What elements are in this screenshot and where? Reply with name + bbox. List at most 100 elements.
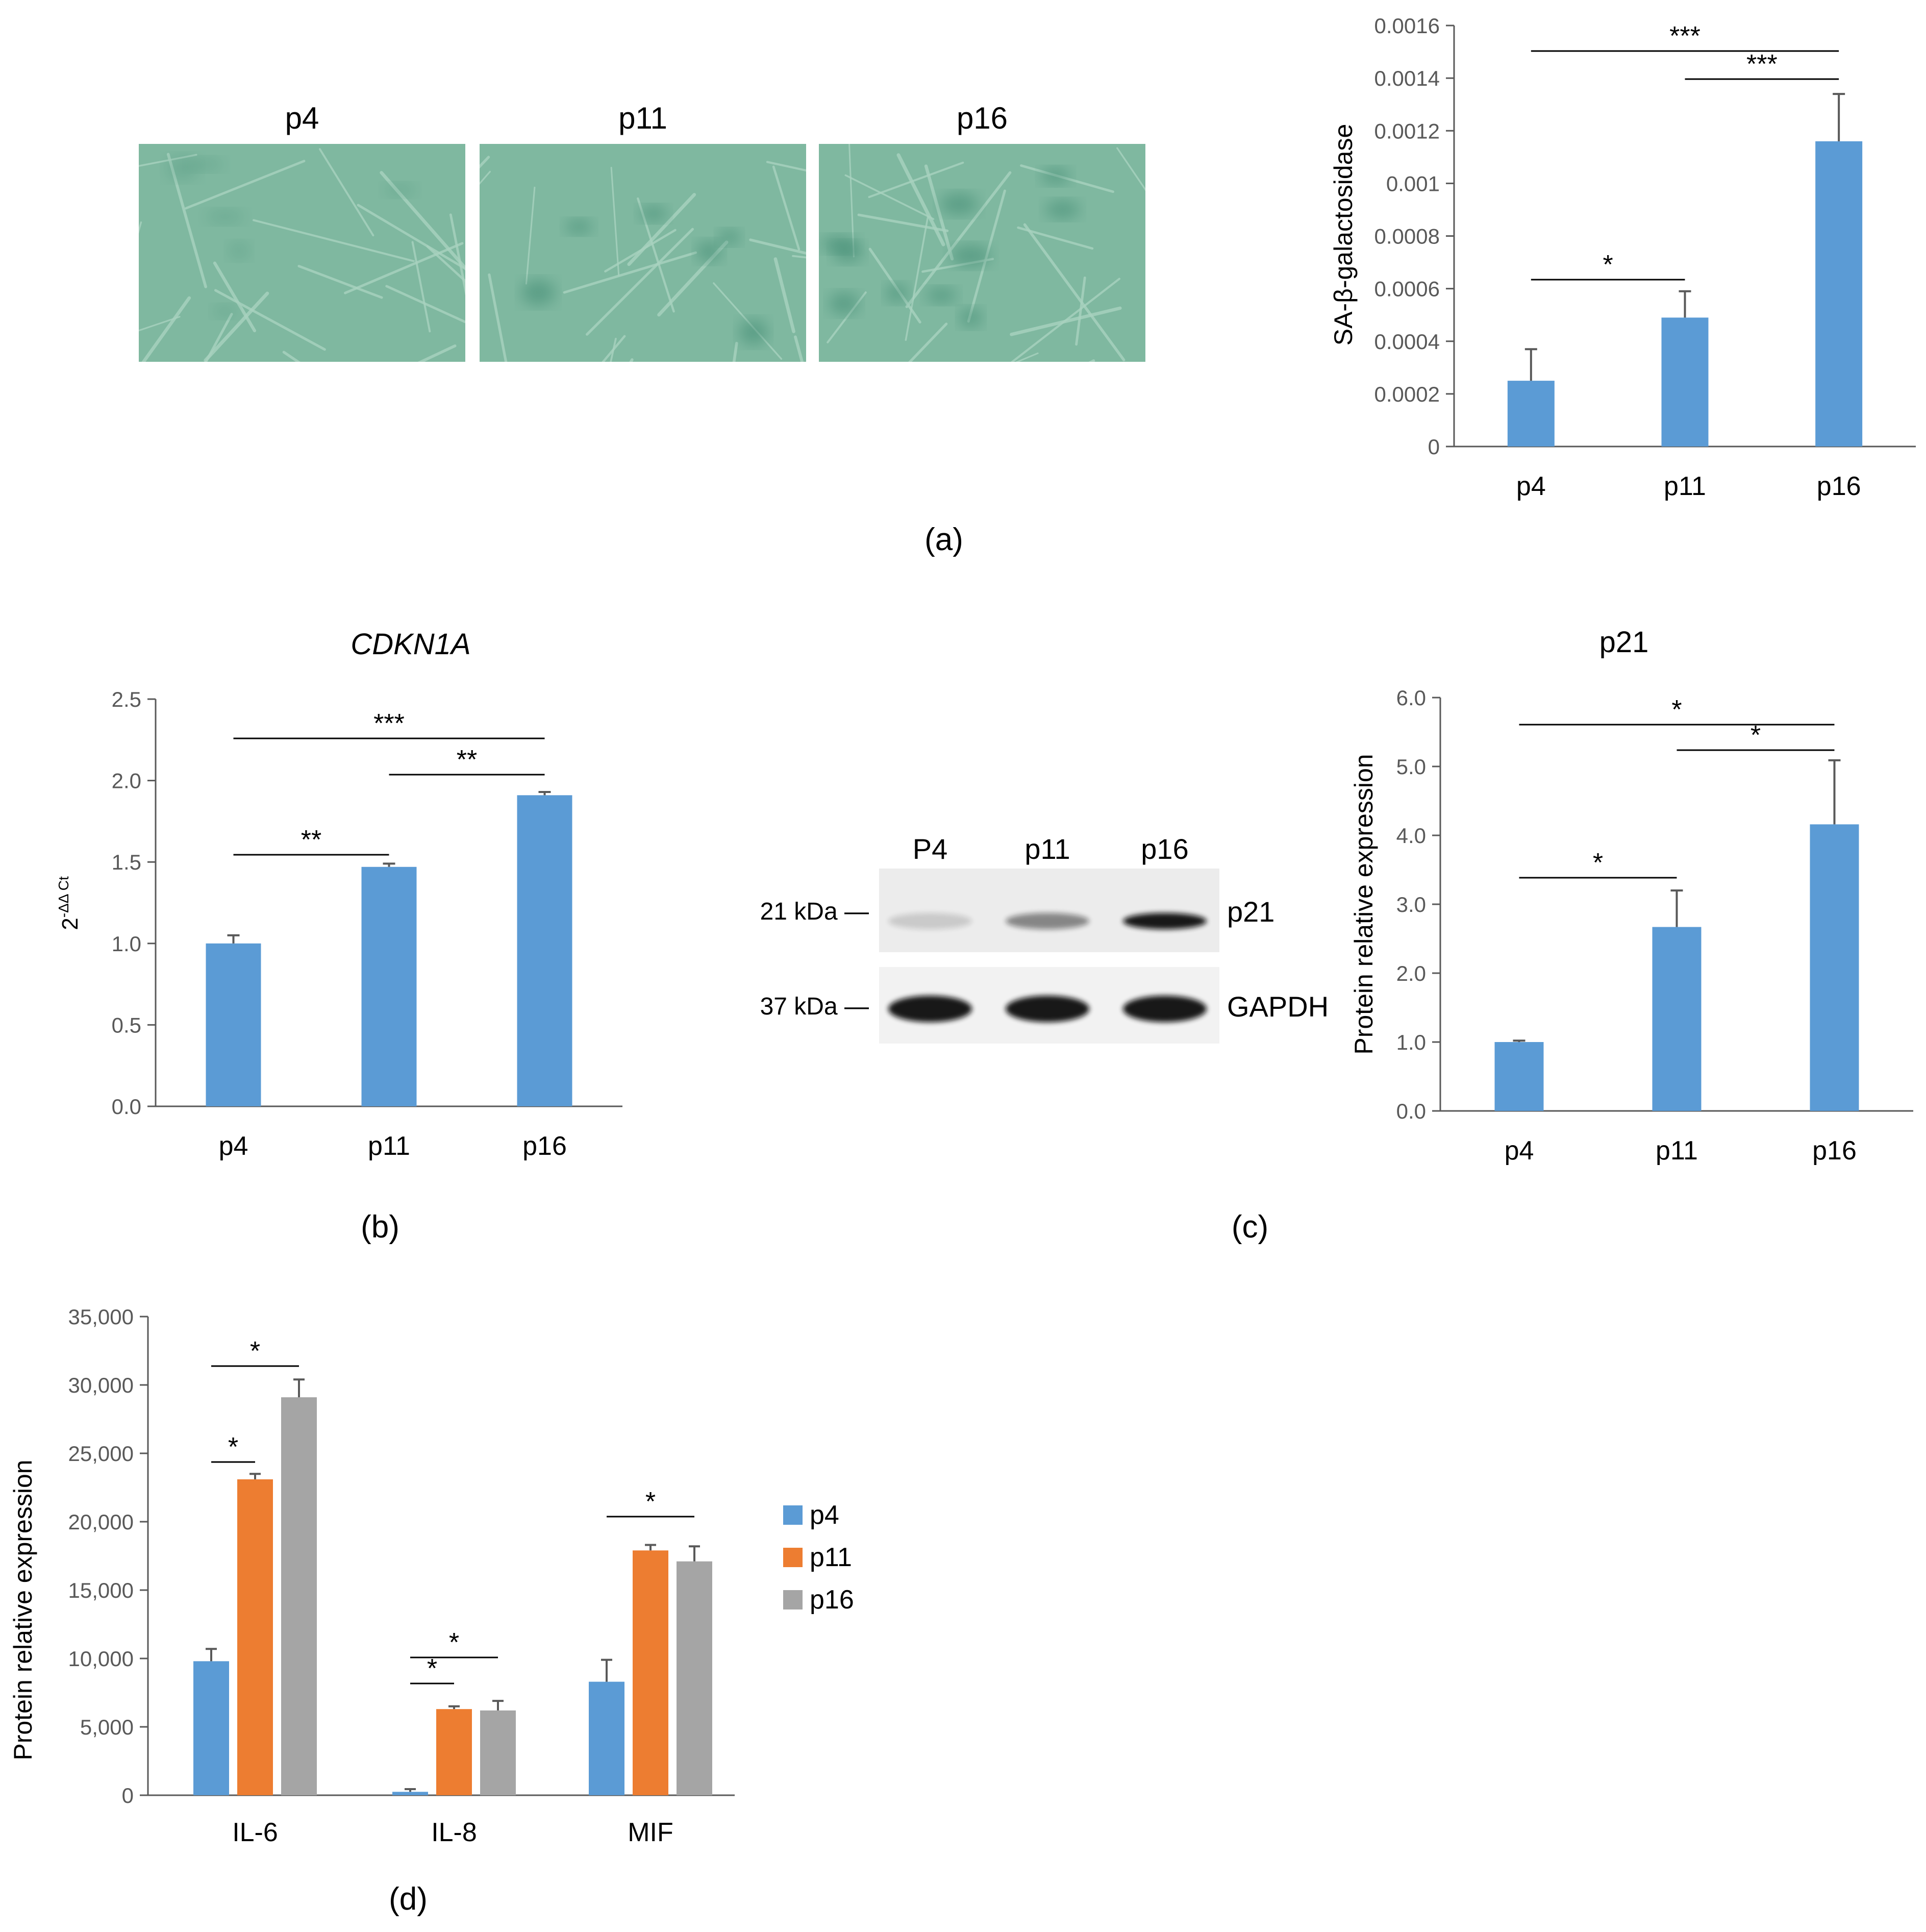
significance-label: * [250,1336,260,1366]
bar-MIF-p16 [677,1561,712,1795]
bar-IL-8-p11 [436,1709,472,1795]
significance-label: * [1750,721,1761,750]
cell-outline [1023,223,1125,362]
x-tick-label: p11 [368,1131,410,1161]
bar-p4 [206,943,261,1106]
bar-IL-6-p11 [237,1479,273,1795]
lane-label-p11: p11 [1024,833,1070,865]
bar-IL-8-p16 [480,1710,516,1795]
cell-outline [602,335,626,362]
micrograph-background [139,144,465,362]
bar-p4 [1494,1042,1544,1111]
stained-cell [718,230,741,245]
stained-cell [885,284,909,303]
x-tick-label: MIF [628,1818,673,1847]
band-p21-p16 [1123,913,1207,929]
y-tick-label: 0.0 [112,1095,141,1119]
bar-p11 [361,866,417,1106]
legend-swatch-p4 [783,1505,803,1525]
cell-outline [417,344,457,362]
panel-label-c: (c) [1232,1209,1268,1245]
stained-cell [739,319,768,345]
bar-p16 [1815,141,1863,447]
cell-outline [732,341,738,362]
chart-title: CDKN1A [351,628,470,661]
y-tick-label: 0.0002 [1374,382,1440,406]
cell-outline [385,285,465,324]
cell-outline [868,161,964,199]
cell-outline [773,257,795,333]
cell-outline [604,229,677,273]
y-axis-label: Protein relative expression [1349,754,1378,1054]
y-tick-label: 6.0 [1396,686,1426,710]
micrograph-label-p4: p4 [285,101,319,135]
chart-cdkn1a: 0.00.51.01.52.02.5p4 p11 p16*******CDKN1A2… [56,628,622,1161]
y-tick-label: 30,000 [68,1373,134,1397]
micrograph-label-p11: p11 [618,101,667,135]
bar-IL-8-p4 [392,1792,428,1795]
bar-p11 [1661,317,1709,447]
lane-label-P4: P4 [913,833,948,865]
cell-outline [610,337,617,362]
cell-outline [357,204,465,270]
cell-outline [924,164,954,261]
y-tick-label: 0.0006 [1374,277,1440,301]
y-tick-label: 0.0014 [1374,66,1440,90]
bar-p16 [1810,824,1859,1111]
cell-outline [1116,147,1145,191]
protein-label-p21: p21 [1227,896,1274,928]
significance-label: * [449,1628,459,1657]
stained-cell [189,158,223,171]
x-tick-label: p4 [1516,472,1546,501]
significance-label: ** [457,745,477,775]
band-GAPDH-p16 [1123,996,1207,1022]
significance-label: * [228,1432,238,1462]
y-tick-label: 4.0 [1396,824,1426,848]
blot-strip-p21 [879,869,1219,952]
bar-p4 [1507,381,1555,447]
cell-outline [204,313,233,362]
cell-outline [1075,276,1086,346]
micrograph-p16 [819,144,1145,362]
micrograph-label-p16: p16 [957,101,1008,135]
y-tick-label: 0.0012 [1374,119,1440,143]
cell-outline [426,245,465,283]
cell-outline [488,273,508,362]
stained-cell [926,287,957,304]
significance-label: *** [1746,49,1778,79]
cell-outline [766,161,806,172]
cell-outline [610,167,620,276]
cell-outline [214,289,326,351]
western-blot: P4 p11 p16 21 kDa — p21 37 kDa — GAPDH [760,833,1329,1044]
chart-sa-beta-galactosidase: 0 0.0002 0.0004 0.0006 0.0008 0.001 0.0012 0.00… [1329,14,1916,501]
protein-label-GAPDH: GAPDH [1227,990,1329,1023]
x-tick-label: p11 [1664,472,1706,501]
panel-label-d: (d) [389,1881,428,1917]
significance-label: * [1603,250,1613,280]
cell-outline [749,238,806,255]
stained-cell [1045,200,1080,219]
x-tick-label: IL-6 [232,1818,278,1847]
band-GAPDH-P4 [888,996,972,1022]
chart-title: p21 [1599,626,1649,659]
y-tick-label: 5,000 [80,1715,134,1739]
y-tick-label: 10,000 [68,1647,134,1671]
significance-label: * [1593,848,1603,878]
y-tick-label: 0.0016 [1374,14,1440,38]
stained-cell [940,193,979,215]
cell-outline [139,221,142,234]
cell-outline [525,186,536,285]
stained-cell [206,209,244,224]
y-tick-label: 0.0 [1396,1099,1426,1123]
micrograph-p11 [480,144,806,362]
bar-IL-6-p16 [281,1397,317,1795]
cell-outline [139,316,181,332]
bar-MIF-p11 [633,1550,668,1795]
cell-outline [905,171,1012,308]
cell-outline [411,241,431,333]
stained-cell [521,279,555,306]
y-tick-label: 5.0 [1396,755,1426,779]
panel-label-a: (a) [924,522,963,557]
cell-outline [318,148,374,237]
